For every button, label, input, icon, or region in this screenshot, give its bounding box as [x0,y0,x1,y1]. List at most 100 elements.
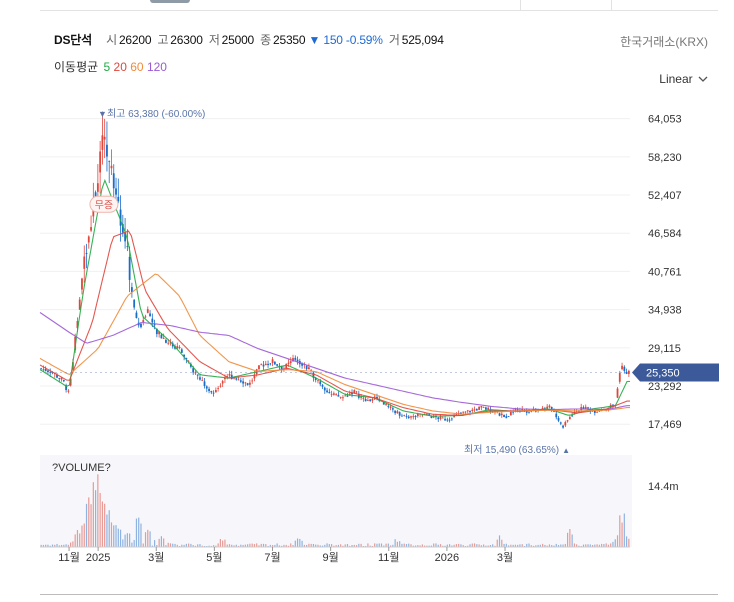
candle-body [503,414,505,418]
candle-body [287,362,290,364]
candle-body [262,364,265,367]
candle-body [337,394,340,397]
candle-body [135,312,138,318]
volume-bar [414,545,417,547]
candle-body [328,391,331,394]
y-tick-label: 40,761 [648,266,682,278]
volume-bar [274,544,276,547]
volume-bar [212,545,215,547]
volume-bar [351,544,353,547]
stock-name: DS단석 [54,33,92,47]
volume-bar [42,544,45,547]
candle-body [516,409,519,411]
volume-bar [315,544,317,547]
volume-bar [489,545,492,547]
volume-bar [247,544,249,547]
volume-bar [163,538,165,547]
volume-bar [40,544,42,547]
volume-bar [587,544,589,547]
ma-period-60[interactable]: 60 [130,60,144,74]
candle-body [69,378,72,386]
ma-period-20[interactable]: 20 [113,60,127,74]
volume-bar [598,544,600,547]
candle-body [401,415,403,417]
volume-bar [564,543,566,547]
volume-bar [174,543,176,547]
volume-bar [421,544,423,547]
volume-bar [557,545,560,547]
candle-body [308,367,310,370]
candle-body [471,409,474,411]
volume-bar [582,544,585,547]
candle-body [310,369,313,371]
ma-line-60 [39,273,630,415]
volume-bar [317,544,319,547]
volume-label: 거 [388,33,400,47]
candle-body [117,196,120,202]
candle-body [208,388,210,392]
candle-body [364,398,367,402]
volume-bar [621,522,623,547]
candle-body [362,397,365,399]
volume-bar [487,545,489,547]
candle-body [423,413,426,415]
volume-bar [492,544,494,547]
volume-bar [328,544,330,547]
candle-body [396,411,399,414]
volume-bar [610,543,612,547]
volume-bar [79,533,81,547]
candle-body [244,382,247,384]
high-label: 고 [157,33,169,47]
scale-toggle[interactable]: Linear [659,72,708,86]
ma-period-5[interactable]: 5 [103,60,111,74]
candle-body [251,380,254,382]
volume-bar [512,544,514,547]
open-value: 26200 [118,33,152,47]
top-divider [611,0,612,10]
candle-body [221,381,224,384]
candle-body [550,406,553,410]
candle-body [385,404,387,405]
moving-average-legend: 이동평균 5 20 60 120 [54,58,167,75]
volume-bar [126,533,128,547]
ma-period-120[interactable]: 120 [146,60,167,74]
candle-body [133,299,136,308]
candle-body [541,407,544,410]
x-tick-label: 7월 [264,551,280,564]
candle-body [555,413,558,418]
volume-bar [355,545,358,547]
volume-bar [135,518,138,547]
candle-body [435,416,437,418]
last-price-label: 25,350 [646,368,680,380]
volume-bar [612,541,614,547]
volume-bar [333,545,335,547]
candle-body [478,406,480,410]
volume-bar [140,523,142,547]
volume-bar [591,544,594,547]
y-tick-label: 17,469 [648,419,682,431]
volume-bar [532,545,535,547]
y-tick-label: 46,584 [648,228,682,240]
candle-body [593,409,596,413]
volume-bar [544,544,546,547]
volume-bar [231,544,233,547]
candle-body [167,342,170,344]
candle-body [487,407,490,410]
volume-bar [353,544,355,547]
volume-bar [444,545,446,547]
volume-bar [281,545,283,547]
volume-bar [476,544,478,547]
candle-body [153,324,156,326]
volume-bar [530,545,532,547]
volume-bar [535,545,537,547]
candle-body [407,416,410,419]
volume-axis-tick: 14.4m [648,481,679,493]
candle-body [296,359,299,362]
volume-bar [455,544,458,547]
volume-bar [539,544,541,547]
x-tick-label: 3월 [148,551,164,564]
volume-bar [276,543,278,547]
volume-bar [401,543,403,547]
x-tick-label: 9월 [323,551,339,564]
